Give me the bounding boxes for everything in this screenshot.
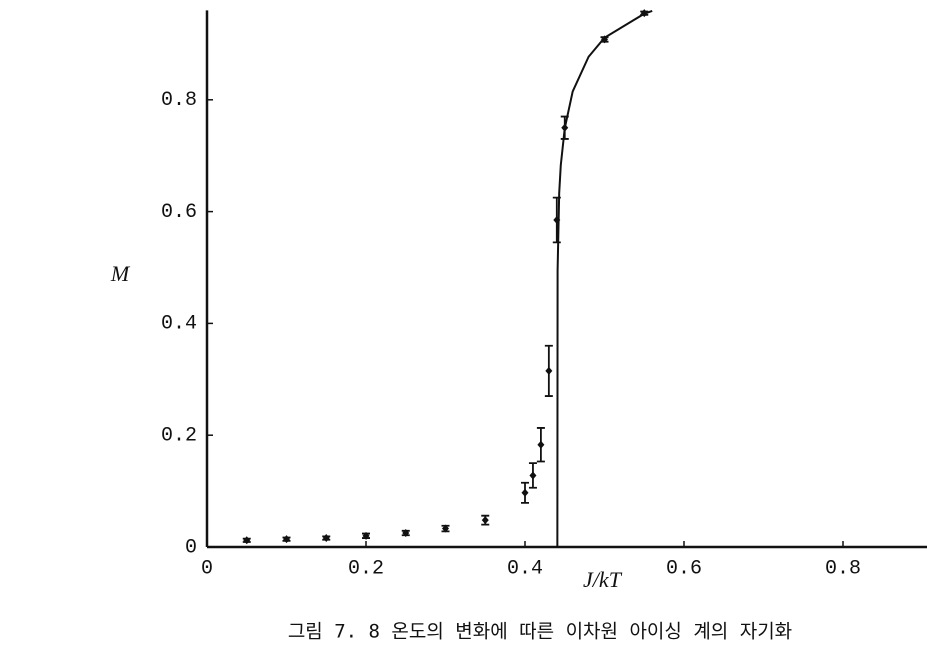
data-point (442, 524, 449, 533)
data-point (322, 534, 330, 543)
x-tick-label: 0.6 (666, 557, 702, 580)
data-point (402, 529, 410, 538)
x-tick-label: 0.2 (348, 557, 384, 580)
y-axis-label: M (110, 261, 131, 286)
data-point (521, 488, 529, 497)
data-point (283, 535, 290, 544)
data-point (537, 440, 545, 449)
x-tick-label: 0.4 (507, 557, 543, 580)
x-axis-label: J/kT (583, 567, 623, 592)
theory-curve (556, 9, 653, 548)
data-point (362, 531, 370, 540)
y-tick-label: 0.6 (161, 201, 197, 224)
x-tick-label: 0.8 (825, 557, 861, 580)
y-tick-label: 0.8 (161, 89, 197, 112)
data-point (640, 9, 648, 18)
caption: 그림 7. 8 온도의 변화에 따른 이차원 아이싱 계의 자기화 (288, 621, 792, 643)
data-point (601, 35, 608, 44)
data-point (545, 366, 553, 375)
data-point (243, 536, 251, 545)
data-point (529, 471, 537, 480)
x-tick-label: 0 (201, 557, 213, 580)
data-point (561, 123, 569, 132)
data-point (553, 215, 561, 224)
y-tick-label: 0.2 (161, 424, 197, 447)
y-tick-label: 0 (185, 536, 197, 559)
y-tick-label: 0.4 (161, 313, 197, 336)
data-point (481, 516, 489, 525)
